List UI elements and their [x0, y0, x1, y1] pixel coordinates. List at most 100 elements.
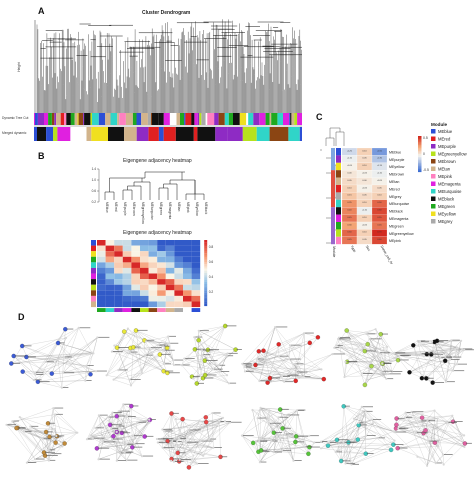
network-node-label: [134, 434, 143, 436]
trait-row-label: MEgreenyellow: [389, 232, 414, 236]
network-node: [360, 405, 363, 408]
network-node: [363, 420, 366, 423]
network-node: [280, 375, 284, 378]
network-node: [359, 342, 362, 345]
network-node: [199, 440, 202, 443]
heat-cell: [105, 295, 115, 302]
network-node: [145, 340, 148, 343]
network-node: [254, 440, 257, 443]
network-node-label: [296, 441, 305, 443]
network-node-label: [135, 443, 145, 445]
network-node: [369, 364, 374, 369]
network-node: [168, 342, 171, 345]
color-segment: [163, 127, 176, 141]
eigengene-dendrogram: 0.2 0.6 1.0 1.4 MEblue MEred MEpurple MEbrown ME…: [92, 167, 208, 224]
trait-cell-value: -0.05: [362, 187, 368, 189]
network-node: [315, 335, 321, 340]
heat-cell: [97, 251, 106, 257]
network-node-label: [117, 460, 126, 461]
network-node: [174, 418, 177, 421]
network-node: [218, 370, 221, 373]
network-node-label: [359, 424, 367, 426]
network-node: [111, 433, 116, 439]
network-node-label: [46, 361, 54, 363]
network-node: [306, 451, 311, 456]
network-node-label: [127, 459, 138, 461]
network-node-label: [13, 420, 19, 422]
trait-colorbar-step: [418, 152, 422, 155]
heat-cell: [114, 290, 123, 296]
network-node-label: [178, 452, 186, 454]
color-segment: [66, 113, 71, 125]
trait-cell-value: 0.45: [347, 239, 352, 241]
network-node: [260, 438, 263, 441]
heat-cell: [191, 262, 201, 268]
network-node-label: [359, 422, 365, 424]
network-node-label: [204, 377, 214, 379]
network-node: [443, 358, 448, 364]
color-segment: [141, 113, 148, 125]
network-node: [307, 340, 312, 346]
heat-cell: [191, 279, 201, 285]
network-node: [54, 413, 57, 416]
network-node: [105, 374, 108, 377]
network-node: [335, 344, 338, 347]
dendro-leaf-label: MEpink: [186, 202, 190, 213]
heat-cell: [97, 295, 106, 302]
trait-cell-value: 0.10: [362, 165, 367, 167]
color-segment: [239, 113, 247, 125]
heat-cell: [183, 273, 192, 280]
module-color-bars: [34, 113, 302, 141]
heat-cell: [140, 267, 149, 274]
heat-cell: [105, 240, 115, 246]
color-segment: [37, 113, 45, 125]
network-node-label: [465, 442, 472, 444]
network-node: [432, 424, 435, 427]
network-node: [20, 369, 25, 374]
network-node: [47, 459, 51, 462]
network-node: [161, 446, 164, 449]
heat-row-color: [91, 273, 96, 280]
network-node: [198, 420, 201, 423]
network-node: [360, 372, 364, 375]
network-node-label: [432, 353, 444, 355]
trait-cell-value: 0.10: [347, 187, 352, 189]
network-node: [243, 364, 246, 367]
heat-colorbar-step: [204, 266, 208, 269]
color-segment: [290, 113, 292, 125]
network-node-label: [175, 364, 181, 366]
network-node-label: [202, 349, 214, 351]
network-node: [133, 442, 136, 445]
heat-cell: [122, 295, 132, 302]
network-node: [365, 332, 368, 336]
legend-swatch: [431, 129, 436, 134]
trait-colorbar-step: [418, 163, 422, 165]
color-segment: [83, 113, 85, 125]
network-node: [277, 355, 280, 358]
network-9: [155, 411, 242, 470]
network-node: [375, 355, 378, 358]
network-node: [170, 459, 173, 462]
network-edges: [6, 408, 78, 463]
network-node-label: [310, 446, 320, 448]
network-node: [185, 441, 188, 444]
network-node-label: [47, 431, 53, 433]
color-segment: [105, 113, 111, 125]
dendro-leaf-label: MEbrown: [132, 202, 136, 216]
network-node-label: [169, 335, 176, 337]
network-node-label: [287, 414, 300, 416]
color-segment: [151, 113, 152, 125]
trait-cell-value: 0.05: [377, 187, 382, 189]
color-segment: [110, 113, 118, 125]
trait-cell-value: 0.00: [362, 180, 367, 182]
heat-colorbar-tick: 0.8: [209, 245, 214, 249]
network-node-label: [400, 354, 411, 356]
heat-cell: [114, 267, 123, 274]
network-node-label: [160, 353, 171, 355]
legend-swatch: [431, 144, 436, 149]
network-node: [116, 425, 119, 428]
color-segment: [289, 113, 291, 125]
row-annotation: [331, 148, 335, 171]
network-node-label: [199, 330, 209, 332]
color-segment: [193, 127, 198, 141]
